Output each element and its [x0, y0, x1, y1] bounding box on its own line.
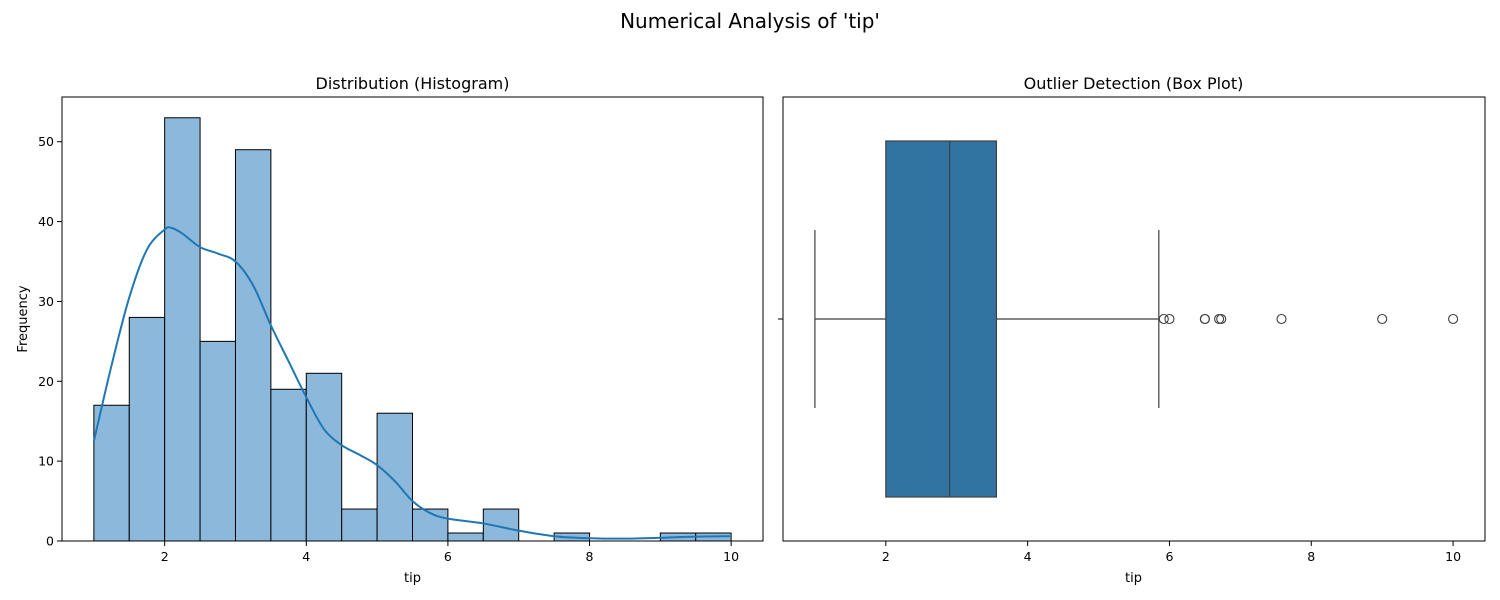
histogram-bar-7	[341, 508, 378, 542]
histogram-bar-1	[128, 316, 166, 542]
boxplot-panel: Outlier Detection (Box Plot) 2 4 6 8 10 tip	[778, 74, 1486, 586]
histogram-y-label: Frequency	[16, 285, 31, 352]
boxplot	[814, 140, 1459, 498]
histogram-x-tick-label: 6	[444, 549, 452, 564]
boxplot-x-tick-label: 8	[1307, 549, 1315, 564]
histogram-x-tick-label: 10	[723, 549, 739, 564]
histogram-frame	[61, 96, 764, 542]
histogram-y-ticks: 0 10 20 30 40 50	[38, 134, 62, 549]
histogram-bar-8	[376, 412, 413, 542]
boxplot-x-ticks: 2 4 6 8 10	[882, 541, 1461, 564]
boxplot-title: Outlier Detection (Box Plot)	[1024, 74, 1244, 93]
outlier-point	[1276, 313, 1287, 325]
outlier-point	[1216, 313, 1227, 325]
outlier-point	[1199, 313, 1210, 325]
histogram-bar-2	[164, 117, 201, 542]
figure-suptitle: Numerical Analysis of 'tip'	[620, 9, 880, 33]
histogram-bar-5	[270, 388, 307, 542]
boxplot-x-tick-label: 2	[882, 549, 890, 564]
histogram-bar-3	[199, 340, 236, 542]
histogram-x-ticks: 2 4 6 8 10	[161, 541, 739, 564]
histogram-y-tick-label: 50	[38, 134, 54, 149]
outlier-point	[1158, 313, 1169, 325]
kde-curve	[92, 226, 732, 540]
histogram-y-tick-label: 20	[38, 374, 54, 389]
histogram-bar-10	[447, 532, 484, 542]
histogram-x-tick-label: 2	[161, 549, 169, 564]
histogram-x-tick-label: 4	[302, 549, 310, 564]
outlier-point	[1377, 313, 1388, 325]
histogram-x-label: tip	[404, 571, 421, 586]
histogram-panel: Distribution (Histogram) 2 4 6 8 10 0 10 20 30 4…	[16, 74, 764, 586]
outlier-point	[1448, 313, 1459, 325]
boxplot-x-tick-label: 6	[1165, 549, 1173, 564]
outlier-point	[1214, 313, 1225, 325]
histogram-bar-0	[93, 404, 130, 542]
histogram-title: Distribution (Histogram)	[316, 74, 510, 93]
interquartile-box	[885, 140, 998, 498]
histogram-bars	[93, 117, 732, 542]
boxplot-x-tick-label: 4	[1024, 549, 1032, 564]
boxplot-x-label: tip	[1125, 571, 1142, 586]
histogram-x-tick-label: 8	[586, 549, 594, 564]
histogram-y-tick-label: 0	[46, 534, 54, 549]
outlier-point	[1164, 313, 1175, 325]
histogram-y-tick-label: 10	[38, 454, 54, 469]
histogram-y-tick-label: 30	[38, 294, 54, 309]
histogram-bar-6	[305, 372, 343, 542]
boxplot-x-tick-label: 10	[1445, 549, 1461, 564]
histogram-y-tick-label: 40	[38, 214, 54, 229]
histogram-bar-4	[234, 149, 272, 542]
histogram-bar-9	[412, 508, 449, 542]
